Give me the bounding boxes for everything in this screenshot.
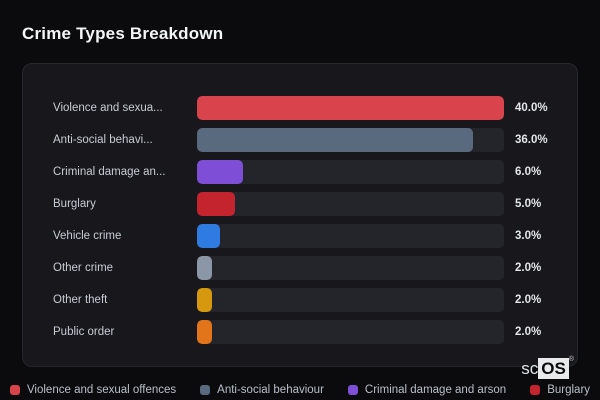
category-label: Other theft — [53, 294, 108, 306]
scos-logo: sc OS ® — [521, 356, 574, 380]
legend-swatch-icon — [347, 385, 358, 395]
bar-fill[interactable] — [197, 320, 213, 344]
bar-fill[interactable] — [197, 128, 474, 152]
bar-track — [197, 96, 504, 120]
bar-rows-container: Violence and sexua... 40.0% Anti-social be… — [23, 92, 577, 348]
chart-row: Public order 2.0% — [23, 316, 577, 348]
value-label: 3.0% — [515, 230, 542, 242]
category-label: Anti-social behavi... — [53, 134, 153, 146]
bar-track — [197, 224, 504, 248]
chart-legend: Violence and sexual offences Anti-social … — [0, 384, 600, 396]
chart-row: Other theft 2.0% — [23, 284, 577, 316]
crime-types-chart-panel: Violence and sexua... 40.0% Anti-social be… — [22, 63, 578, 367]
bar-fill[interactable] — [197, 160, 244, 184]
bar-fill[interactable] — [197, 192, 236, 216]
legend-item[interactable]: Violence and sexual offences — [9, 384, 177, 396]
legend-label: Criminal damage and arson — [364, 384, 507, 396]
bar-track — [197, 320, 504, 344]
legend-label: Burglary — [547, 384, 591, 396]
category-label: Other crime — [53, 262, 114, 274]
legend-label: Violence and sexual offences — [26, 384, 177, 396]
value-label: 36.0% — [515, 134, 548, 146]
chart-row: Violence and sexua... 40.0% — [23, 92, 577, 124]
category-label: Public order — [53, 326, 115, 338]
bar-fill[interactable] — [197, 256, 213, 280]
bar-track — [197, 288, 504, 312]
bar-track — [197, 128, 504, 152]
value-label: 2.0% — [515, 326, 542, 338]
legend-label: Anti-social behaviour — [217, 384, 324, 396]
legend-item[interactable]: Anti-social behaviour — [200, 384, 324, 396]
category-label: Vehicle crime — [53, 230, 122, 242]
bar-fill[interactable] — [197, 96, 504, 120]
chart-row: Other crime 2.0% — [23, 252, 577, 284]
value-label: 2.0% — [515, 294, 542, 306]
bar-track — [197, 160, 504, 184]
chart-row: Criminal damage an... 6.0% — [23, 156, 577, 188]
page-title: Crime Types Breakdown — [22, 24, 224, 43]
category-label: Violence and sexua... — [53, 102, 163, 114]
bar-fill[interactable] — [197, 288, 213, 312]
registered-trademark-icon: ® — [568, 356, 574, 363]
value-label: 5.0% — [515, 198, 542, 210]
value-label: 2.0% — [515, 262, 542, 274]
legend-swatch-icon — [530, 385, 541, 395]
category-label: Burglary — [53, 198, 96, 210]
bar-fill[interactable] — [197, 224, 221, 248]
legend-item[interactable]: Criminal damage and arson — [347, 384, 507, 396]
chart-row: Burglary 5.0% — [23, 188, 577, 220]
chart-row: Anti-social behavi... 36.0% — [23, 124, 577, 156]
category-label: Criminal damage an... — [53, 166, 166, 178]
bar-track — [197, 256, 504, 280]
bar-track — [197, 192, 504, 216]
legend-swatch-icon — [9, 385, 20, 395]
legend-item[interactable]: Burglary — [530, 384, 590, 396]
scos-logo-box: OS — [538, 358, 569, 379]
scos-logo-prefix: sc — [521, 359, 539, 378]
chart-row: Vehicle crime 3.0% — [23, 220, 577, 252]
value-label: 40.0% — [515, 102, 548, 114]
value-label: 6.0% — [515, 166, 542, 178]
legend-swatch-icon — [200, 385, 211, 395]
